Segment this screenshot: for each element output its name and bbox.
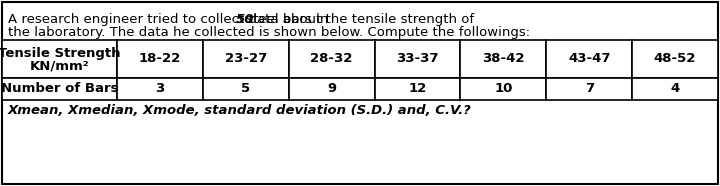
Bar: [203, 78, 289, 100]
Text: 48-52: 48-52: [654, 52, 696, 65]
Bar: [117, 78, 203, 100]
Bar: [460, 78, 546, 100]
Text: 3: 3: [156, 83, 165, 95]
Text: 7: 7: [585, 83, 594, 95]
Text: A research engineer tried to collect data about the tensile strength of: A research engineer tried to collect dat…: [8, 13, 478, 26]
Text: 23-27: 23-27: [225, 52, 267, 65]
Text: 12: 12: [408, 83, 427, 95]
Text: 18-22: 18-22: [139, 52, 181, 65]
Text: Xmean, Xmedian, Xmode, standard deviation (S.D.) and, C.V.?: Xmean, Xmedian, Xmode, standard deviatio…: [8, 104, 472, 117]
Text: 33-37: 33-37: [396, 52, 438, 65]
Text: 43-47: 43-47: [568, 52, 611, 65]
Bar: [2, 40, 117, 78]
Text: 10: 10: [494, 83, 513, 95]
Bar: [546, 78, 632, 100]
Text: 4: 4: [670, 83, 680, 95]
Bar: [632, 78, 718, 100]
Text: the laboratory. The data he collected is shown below. Compute the followings:: the laboratory. The data he collected is…: [8, 26, 530, 39]
Text: 38-42: 38-42: [482, 52, 525, 65]
Text: 9: 9: [327, 83, 336, 95]
Bar: [546, 40, 632, 78]
Text: Number of Bars: Number of Bars: [1, 83, 118, 95]
Bar: [289, 78, 374, 100]
Text: 5: 5: [241, 83, 251, 95]
Text: steel bars in: steel bars in: [242, 13, 328, 26]
Bar: [117, 40, 203, 78]
Bar: [460, 40, 546, 78]
Bar: [374, 40, 460, 78]
Bar: [203, 40, 289, 78]
Text: 50: 50: [236, 13, 254, 26]
Bar: [289, 40, 374, 78]
Text: KN/mm²: KN/mm²: [30, 60, 89, 73]
Bar: [632, 40, 718, 78]
Text: Tensile Strength: Tensile Strength: [0, 47, 121, 60]
Bar: [374, 78, 460, 100]
Text: 28-32: 28-32: [310, 52, 353, 65]
Bar: [2, 78, 117, 100]
